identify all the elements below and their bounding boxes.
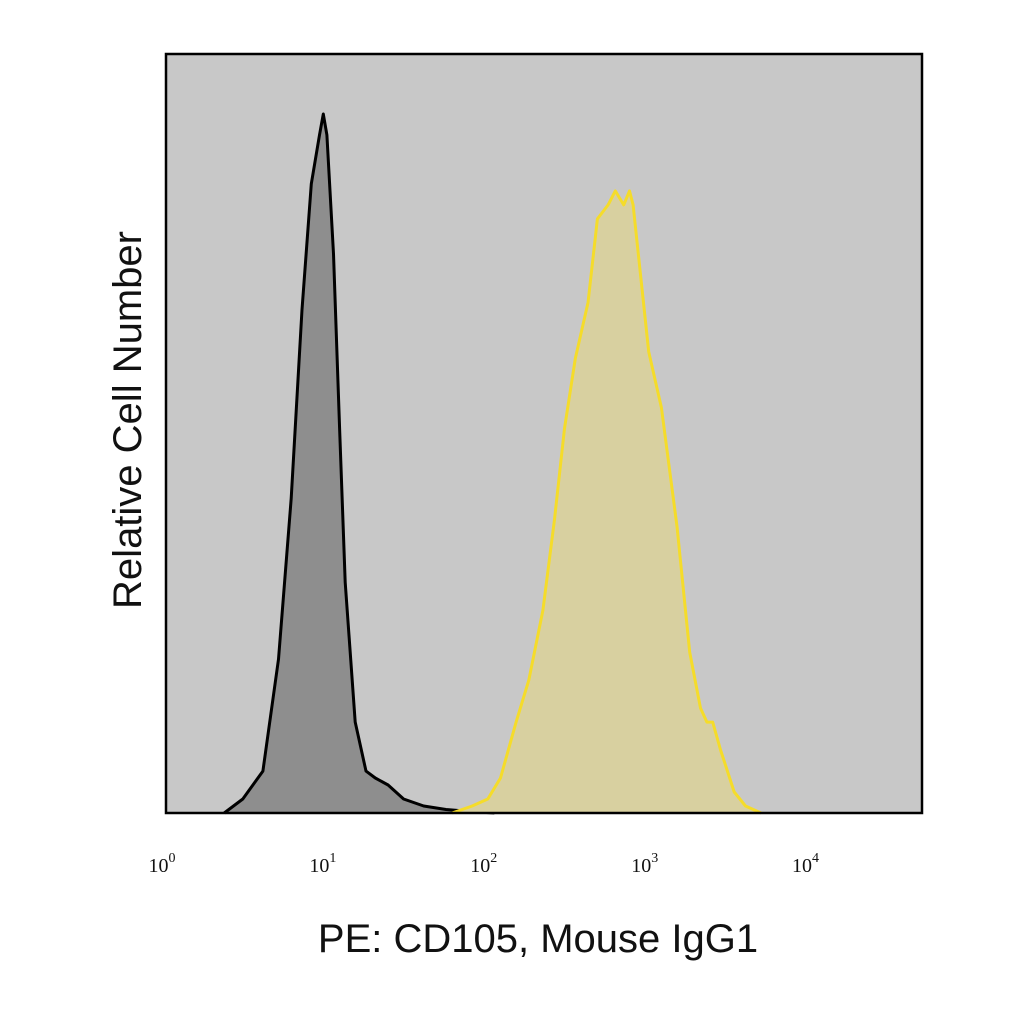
x-tick-label: 101 (309, 851, 336, 877)
histogram-line-1 (223, 112, 495, 815)
x-tick-exponent: 3 (651, 851, 658, 866)
x-tick-base: 10 (470, 855, 490, 877)
x-tick-label: 103 (631, 851, 658, 877)
x-tick-label: 100 (149, 851, 176, 877)
x-tick-exponent: 1 (329, 851, 336, 866)
y-axis-title: Relative Cell Number (106, 231, 150, 609)
x-tick-labels: 100 101 102 103 104 (149, 851, 820, 877)
x-tick-base: 10 (309, 855, 329, 877)
x-tick-base: 10 (792, 855, 812, 877)
series-layer (223, 112, 762, 815)
histogram-area-1 (224, 114, 495, 813)
x-tick-exponent: 4 (812, 851, 819, 866)
x-axis-title: PE: CD105, Mouse IgG1 (318, 917, 758, 961)
x-tick-label: 104 (792, 851, 819, 877)
histogram-line-2 (451, 189, 762, 815)
x-tick-exponent: 0 (169, 851, 176, 866)
x-tick-exponent: 2 (490, 851, 497, 866)
histogram-area-2 (452, 190, 762, 813)
plot-frame (164, 52, 924, 815)
x-tick-base: 10 (631, 855, 651, 877)
x-tick-base: 10 (149, 855, 169, 877)
x-tick-label: 102 (470, 851, 497, 877)
